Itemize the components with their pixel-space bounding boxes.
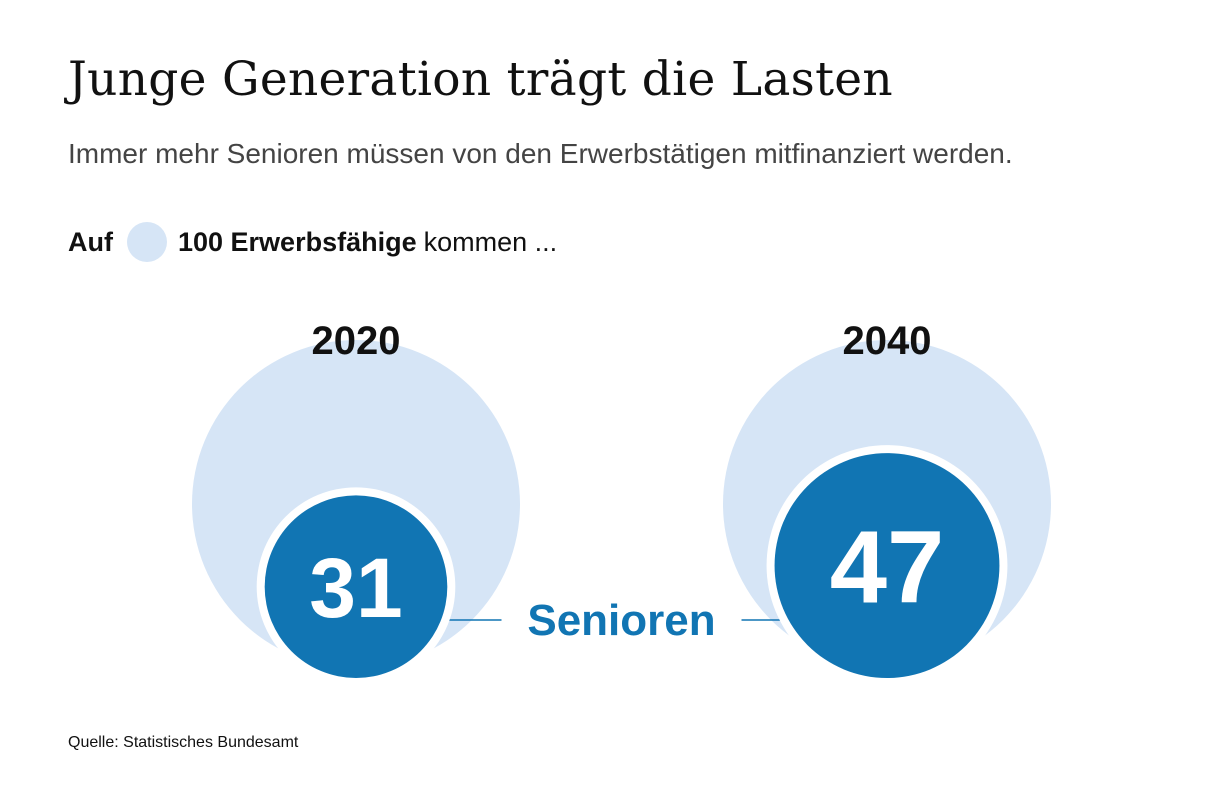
value-circle-2020 <box>264 495 448 678</box>
legend-label-bold: 100 Erwerbsfähige <box>177 226 417 257</box>
bubble-chart: Senioren 31 47 2020 2040 <box>192 319 1051 686</box>
source-note: Quelle: Statistisches Bundesamt <box>68 734 299 751</box>
legend-circle-swatch <box>126 222 167 262</box>
legend-label-rest: kommen ... <box>423 226 558 257</box>
value-circle-2040 <box>774 453 1000 678</box>
year-label-2020: 2020 <box>312 319 401 363</box>
series-label: Senioren <box>527 596 715 645</box>
year-label-2040: 2040 <box>843 319 932 363</box>
value-label-2020: 31 <box>309 541 402 635</box>
value-label-2040: 47 <box>830 510 945 625</box>
legend: Auf 100 Erwerbsfähige kommen ... <box>68 221 557 263</box>
legend-prefix: Auf <box>68 226 113 257</box>
chart-title: Junge Generation trägt die Lasten <box>68 52 893 107</box>
chart-subtitle: Immer mehr Senioren müssen von den Erwer… <box>68 138 1013 169</box>
